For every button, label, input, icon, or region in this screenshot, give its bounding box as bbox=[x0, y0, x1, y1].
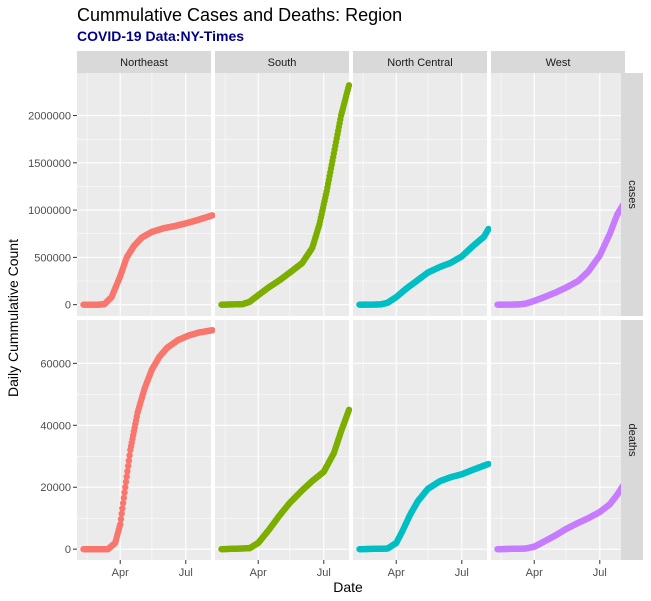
panel-background bbox=[77, 320, 211, 560]
y-tick-label: 60000 bbox=[40, 358, 71, 370]
data-point bbox=[125, 457, 133, 464]
column-strip-label: South bbox=[268, 57, 297, 69]
column-strip-label: Northeast bbox=[120, 57, 168, 69]
column-strip-label: West bbox=[546, 57, 571, 69]
panel-north-central-deaths bbox=[353, 320, 492, 560]
column-strip-label: North Central bbox=[387, 57, 452, 69]
data-point bbox=[124, 468, 131, 475]
x-tick-label: Jul bbox=[593, 567, 607, 579]
panel-west-cases bbox=[491, 73, 629, 316]
y-tick-label: 1000000 bbox=[28, 205, 71, 217]
x-tick-label: Jul bbox=[179, 567, 193, 579]
data-point bbox=[345, 82, 353, 89]
x-tick-label: Apr bbox=[526, 567, 543, 579]
x-axis-title: Date bbox=[333, 579, 363, 595]
x-tick-label: Jul bbox=[455, 567, 469, 579]
y-tick-label: 1500000 bbox=[28, 158, 71, 170]
panel-background bbox=[353, 320, 487, 560]
data-point bbox=[209, 327, 216, 334]
y-tick-label: 0 bbox=[65, 544, 71, 556]
column-strip-north-central bbox=[353, 51, 487, 73]
y-tick-label: 0 bbox=[65, 300, 71, 312]
panel-background bbox=[77, 73, 211, 316]
panel-west-deaths bbox=[491, 320, 629, 560]
data-point bbox=[124, 462, 132, 470]
data-point bbox=[122, 484, 129, 491]
data-point bbox=[485, 225, 492, 233]
panel-background bbox=[491, 320, 625, 560]
y-axis-title: Daily Cummulative Count bbox=[5, 239, 21, 397]
panel-background bbox=[491, 73, 625, 316]
y-tick-label: 2000000 bbox=[28, 111, 71, 123]
data-point bbox=[117, 521, 124, 528]
column-strip-northeast bbox=[77, 51, 211, 73]
panel-northeast-deaths bbox=[77, 320, 216, 560]
data-point bbox=[122, 478, 130, 486]
panel-northeast-cases bbox=[77, 73, 216, 316]
column-strip-west bbox=[491, 51, 625, 73]
data-point bbox=[123, 473, 130, 480]
data-point bbox=[119, 499, 127, 507]
x-tick-label: Apr bbox=[112, 567, 129, 579]
y-tick-label: 40000 bbox=[40, 420, 71, 432]
data-point bbox=[117, 515, 125, 523]
panel-south-deaths bbox=[215, 320, 353, 560]
data-point bbox=[126, 452, 133, 459]
column-strip-south bbox=[215, 51, 349, 73]
chart-title: Cummulative Cases and Deaths: Region bbox=[77, 5, 403, 25]
y-tick-label: 500000 bbox=[34, 252, 71, 264]
data-point bbox=[120, 494, 128, 502]
data-point bbox=[209, 212, 216, 219]
x-tick-label: Apr bbox=[250, 567, 267, 579]
row-strip-label: cases bbox=[626, 180, 638, 209]
data-point bbox=[121, 489, 128, 496]
y-tick-label: 20000 bbox=[40, 482, 71, 494]
data-point bbox=[485, 460, 492, 468]
row-strip-deaths bbox=[621, 320, 643, 560]
x-tick-label: Apr bbox=[388, 567, 405, 579]
panel-south-cases bbox=[215, 73, 353, 316]
data-point bbox=[118, 510, 125, 517]
panel-north-central-cases bbox=[353, 73, 492, 316]
x-tick-label: Jul bbox=[317, 567, 331, 579]
panel-background bbox=[215, 320, 349, 560]
data-point bbox=[345, 406, 353, 414]
chart-subtitle: COVID-19 Data:NY-Times bbox=[77, 28, 245, 44]
row-strip-cases bbox=[621, 73, 643, 316]
data-point bbox=[119, 505, 126, 512]
row-strip-label: deaths bbox=[626, 423, 638, 457]
